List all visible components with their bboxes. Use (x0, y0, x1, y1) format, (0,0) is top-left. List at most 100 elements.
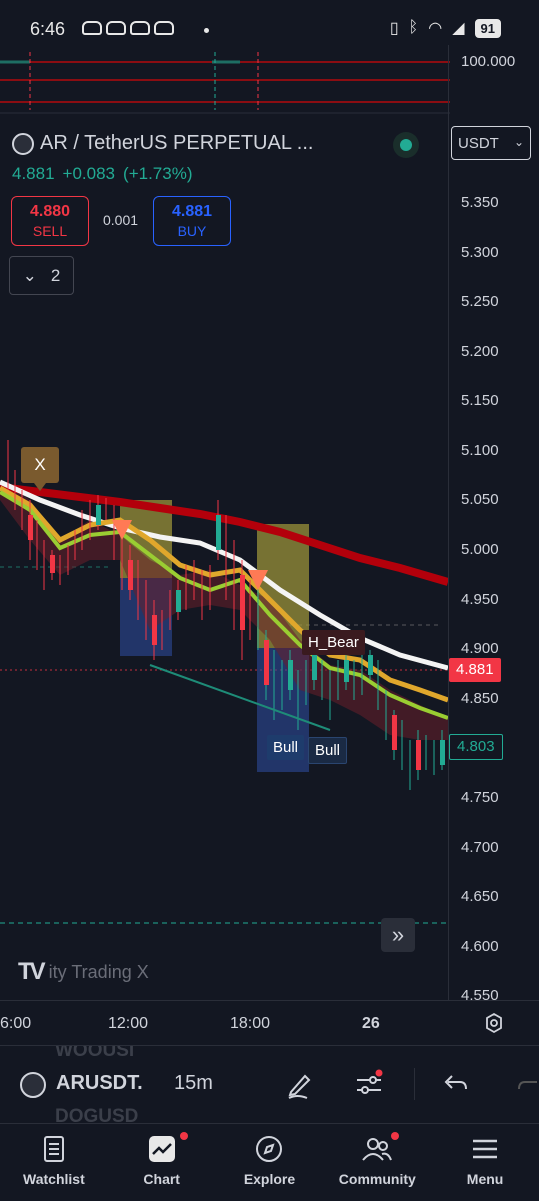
chart-toolbar: WOOUSI DOGUSD ARUSDT. 15m (0, 1045, 539, 1124)
price-tick: 4.850 (461, 690, 499, 707)
x-signal-label: X (21, 447, 59, 491)
nav-label: Watchlist (23, 1171, 85, 1187)
vibrate-icon: ▯ (389, 20, 399, 37)
symbol-name: AR / TetherUS PERPETUAL ... (40, 132, 314, 154)
watermark-text: ity Trading X (48, 961, 149, 982)
app-notification-icon (106, 21, 126, 35)
bluetooth-icon: ᛒ (408, 19, 419, 36)
chevron-down-icon: ⌄ (22, 265, 37, 285)
nav-menu[interactable]: Menu (431, 1124, 539, 1201)
chart-icon (148, 1136, 175, 1162)
price-change-row: 4.881 +0.083 (+1.73%) (12, 164, 192, 184)
status-bar: 6:46 ▯ ᛒ ◠ ◢ 91 (0, 0, 539, 52)
sell-signal-marker (248, 570, 268, 590)
symbol-header[interactable]: AR / TetherUS PERPETUAL ... (12, 132, 313, 155)
chart-canvas[interactable]: X H_Bear Bull Bull TV ity Trading X » (0, 45, 450, 1000)
candle-bodies (28, 505, 445, 770)
price-tick: 100.000 (461, 53, 516, 70)
notification-badge (179, 1132, 188, 1140)
more-notifications-icon (204, 28, 209, 33)
compass-icon (256, 1136, 283, 1162)
time-tick: 12:00 (108, 1015, 149, 1032)
price-tick: 5.100 (461, 442, 499, 459)
price-tick: 5.200 (461, 343, 499, 360)
battery-icon: 91 (474, 18, 501, 38)
drawing-tools-icon[interactable] (283, 1068, 315, 1100)
ghost-symbol-above: WOOUSI (55, 1045, 135, 1061)
nav-watchlist[interactable]: Watchlist (0, 1124, 108, 1201)
price-tick: 5.150 (461, 392, 499, 409)
price-tick: 5.250 (461, 293, 499, 310)
last-price-tag: 4.881 (449, 658, 501, 682)
sell-signal-marker (112, 520, 132, 540)
buy-label: BUY (177, 223, 207, 239)
market-status-icon[interactable] (393, 132, 419, 158)
hamburger-icon (473, 1139, 498, 1159)
chart-settings-icon[interactable] (482, 1011, 506, 1035)
currency-value: USDT (458, 135, 499, 152)
price-axis[interactable]: 100.000 5.350 5.300 5.250 5.200 5.150 5.… (448, 45, 539, 1004)
sell-button[interactable]: 4.880 SELL (11, 196, 89, 246)
interval-selector[interactable]: 15m (174, 1072, 213, 1094)
app-notification-icon (154, 21, 174, 35)
indicators-icon[interactable] (353, 1068, 385, 1100)
system-icons: ▯ ᛒ ◠ ◢ 91 (390, 18, 501, 38)
app-notification-icon (82, 21, 102, 35)
price-tick: 5.300 (461, 244, 499, 261)
nav-label: Explore (243, 1171, 296, 1187)
price-tick: 5.350 (461, 194, 499, 211)
bull-label: Bull (267, 735, 305, 760)
symbol-selector[interactable]: ARUSDT. (56, 1072, 143, 1094)
price-tick: 4.650 (461, 888, 499, 905)
indicators-toggle-button[interactable]: ⌄ 2 (9, 256, 74, 295)
clock: 6:46 (30, 19, 66, 39)
bull-label: Bull (308, 737, 348, 764)
spread-value: 0.001 (103, 212, 139, 228)
chart-plot (0, 52, 450, 924)
nav-label: Menu (466, 1171, 504, 1187)
last-price: 4.881 (12, 164, 55, 183)
sell-price: 4.880 (29, 203, 71, 220)
trend-line (149, 664, 331, 731)
app-notification-icon (130, 21, 150, 35)
h-bear-label: H_Bear (302, 630, 365, 655)
ma-price-tag: 4.803 (449, 734, 503, 760)
ghost-symbol-below: DOGUSD (55, 1106, 139, 1124)
bottom-navigation: Watchlist Chart Explore Community (0, 1123, 539, 1201)
indicator-count: 2 (50, 265, 61, 285)
community-icon (362, 1138, 393, 1161)
ema-mid (0, 479, 449, 671)
notification-icons (82, 21, 174, 35)
nav-label: Community (338, 1171, 416, 1187)
symbol-logo-icon (12, 132, 34, 155)
buy-button[interactable]: 4.881 BUY (153, 196, 231, 246)
watchlist-icon (43, 1136, 64, 1162)
nav-community[interactable]: Community (323, 1124, 431, 1201)
chevron-down-icon: ⌄ (513, 135, 524, 149)
currency-select[interactable]: USDT ⌄ (451, 126, 531, 160)
price-tick: 4.750 (461, 789, 499, 806)
price-tick: 4.550 (461, 987, 499, 1004)
wifi-icon: ◠ (428, 20, 443, 37)
time-axis[interactable]: 6:00 12:00 18:00 26 (0, 1000, 539, 1045)
undo-icon[interactable] (438, 1068, 470, 1100)
nav-chart[interactable]: Chart (108, 1124, 216, 1201)
scroll-to-realtime-button[interactable]: » (381, 918, 415, 952)
price-tick: 4.600 (461, 938, 499, 955)
price-change-percent: (+1.73%) (123, 164, 193, 183)
redo-icon[interactable] (515, 1068, 539, 1100)
nav-label: Chart (143, 1171, 180, 1187)
nav-explore[interactable]: Explore (216, 1124, 324, 1201)
trend-cloud (0, 480, 448, 740)
symbol-logo-icon (20, 1072, 46, 1098)
toolbar-divider (414, 1068, 415, 1100)
watermark: TV ity Trading X (18, 958, 149, 986)
price-tick: 4.700 (461, 839, 499, 856)
signal-icon: ◢ (452, 20, 465, 37)
double-chevron-right-icon: » (391, 922, 405, 947)
time-tick: 26 (362, 1015, 380, 1032)
price-tick: 4.900 (461, 640, 499, 657)
price-change: +0.083 (62, 164, 116, 183)
price-tick: 5.000 (461, 541, 499, 558)
price-tick: 4.950 (461, 591, 499, 608)
